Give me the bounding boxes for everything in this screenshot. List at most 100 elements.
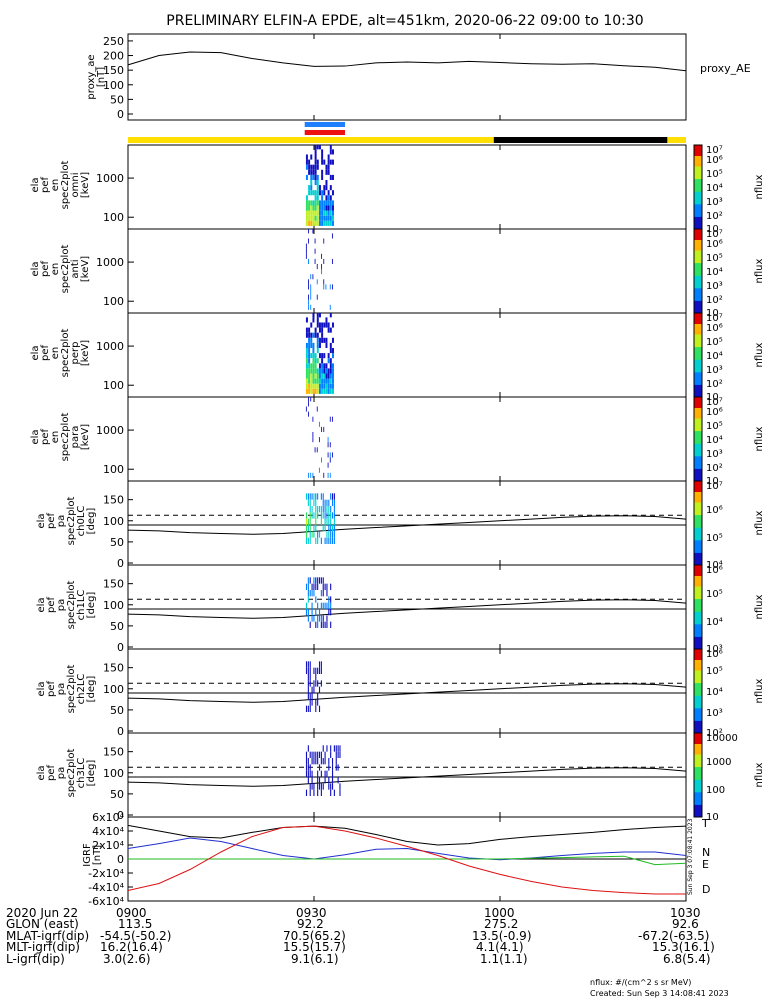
igrf-legend: T NED (701, 817, 710, 896)
pa-spectrogram-cell (330, 537, 332, 544)
colorbar-cell (694, 277, 702, 280)
colorbar-cell (694, 214, 702, 217)
pa-spectrogram-cell (317, 602, 319, 609)
colorbar-cell (694, 646, 702, 650)
pa-spectrogram-cell (307, 609, 309, 616)
pa-spectrogram-cell (317, 512, 319, 519)
colorbar-tick-label: 10⁵ (706, 533, 723, 544)
spectrogram-cell (321, 149, 324, 155)
pa-spectrogram-cell (326, 506, 328, 513)
spectrogram-cell (310, 388, 313, 394)
spectrogram-cell (312, 363, 315, 369)
row-value: -67.2(-63.5) (638, 928, 710, 943)
spectrogram-cell (325, 185, 328, 191)
y-axis-label: proxy_ae[nT] (86, 54, 107, 99)
spectrogram-cell (308, 401, 310, 407)
colorbar-cell (694, 716, 702, 719)
colorbar-tick-label: 10⁷ (706, 313, 723, 324)
pa-spectrogram-cell (320, 537, 322, 544)
pa-spectrogram-cell (315, 680, 317, 687)
y-tick-label: -4x10⁴ (88, 881, 124, 894)
spectrogram-cell (321, 373, 324, 379)
colorbar-cell (694, 745, 702, 749)
colorbar-cell (694, 796, 702, 799)
colorbar-cell (694, 607, 702, 610)
pa-spectrogram-cell (315, 499, 317, 506)
y-axis-label-line: spec2plot (60, 245, 71, 294)
spectrogram-cell (329, 388, 332, 394)
spectrogram-cell (310, 383, 313, 389)
colorbar-cell (694, 441, 702, 444)
y-axis-label-line: ela (30, 429, 41, 444)
y-axis-label-line: pef (40, 429, 51, 446)
pa-spectrogram-cell (328, 596, 330, 603)
spectrogram-cell (329, 304, 331, 310)
pa-spectrogram-cell (313, 615, 315, 622)
spectrogram-cell (327, 200, 330, 206)
colorbar-cell (694, 697, 702, 700)
pa-spectrogram-cell (320, 518, 322, 525)
colorbar-tick-label: 10³ (706, 281, 723, 292)
igrf-series-E (128, 855, 687, 866)
y-tick-label: 150 (103, 64, 124, 77)
colorbar-cell (694, 718, 702, 721)
colorbar-tick-label: 10⁵ (706, 666, 723, 677)
colorbar-cell (694, 672, 702, 675)
colorbar-cell (694, 751, 702, 755)
y-axis-label-line: para (70, 426, 81, 449)
colorbar-cell (694, 157, 702, 161)
spectrogram-cell (305, 243, 307, 249)
row-label: L-igrf(dip) (6, 951, 65, 966)
spectrogram-cell (316, 215, 319, 221)
spectrogram-cell (316, 373, 319, 379)
colorbar-cell (694, 147, 702, 150)
pa-spectrogram-cell (309, 518, 311, 525)
colorbar-tick-label: 10⁵ (706, 337, 723, 348)
igrf-panel: -6x10⁴-4x10⁴-2x10⁴02x10⁴4x10⁴6x10⁴IGRF[n… (82, 811, 687, 908)
units-note: nflux: #/(cm^2 s sr MeV) (590, 978, 692, 987)
colorbar-cell (694, 367, 702, 371)
pa-spectrogram-cell (309, 770, 311, 777)
colorbar-cell (694, 300, 702, 303)
spectrogram-cell (331, 200, 334, 206)
spectrogram-cell (312, 332, 315, 338)
pa-spectrogram-cell (311, 512, 313, 519)
spectrogram-cell (321, 368, 324, 374)
y-tick-label: 100 (103, 79, 124, 92)
spectrogram-cell (314, 378, 317, 384)
spectrogram-cell (323, 215, 326, 221)
spectrogram-cell (305, 388, 308, 394)
spectrogram-cell (312, 169, 315, 175)
pa-spectrogram-cell (315, 751, 317, 758)
pa-spectrogram-cell (326, 770, 328, 777)
spectrogram-cell (305, 332, 308, 338)
y-axis-label: elapefenspec2plotanti[keV] (30, 245, 91, 294)
spectrogram-cell (308, 378, 311, 384)
igrf-series-D (127, 825, 686, 895)
colorbar-cell (694, 344, 702, 348)
spectrogram-cell (316, 332, 319, 338)
pa-spectrogram-cell (307, 758, 309, 765)
legend-entry-N: N (702, 846, 710, 859)
spectrogram-cell (316, 368, 319, 374)
pa-spectrogram-cell (309, 661, 311, 668)
spectrogram-cell (310, 200, 313, 206)
spectrogram-cell (321, 322, 324, 328)
colorbar-cell (694, 766, 702, 770)
pa-spectrogram-cell (318, 705, 321, 712)
y-axis-label: elapefpaspec2plotch3LC[deg] (36, 749, 97, 798)
colorbar-cell (694, 434, 702, 438)
colorbar-cell (694, 567, 702, 570)
pa-spectrogram-cell (320, 789, 322, 796)
colorbar-cell (694, 630, 702, 633)
colorbar-cell (694, 472, 702, 476)
spectrogram-cell (329, 200, 332, 206)
spectrogram-cell (310, 373, 313, 379)
spectrogram-cell (312, 190, 315, 196)
panel-frame (127, 312, 687, 398)
spectrogram-cell (321, 263, 323, 270)
legend-entry-T: T (701, 817, 709, 830)
spectrogram-cell (323, 200, 326, 206)
colorbar-cell (694, 623, 702, 627)
colorbar-cell (694, 762, 702, 765)
